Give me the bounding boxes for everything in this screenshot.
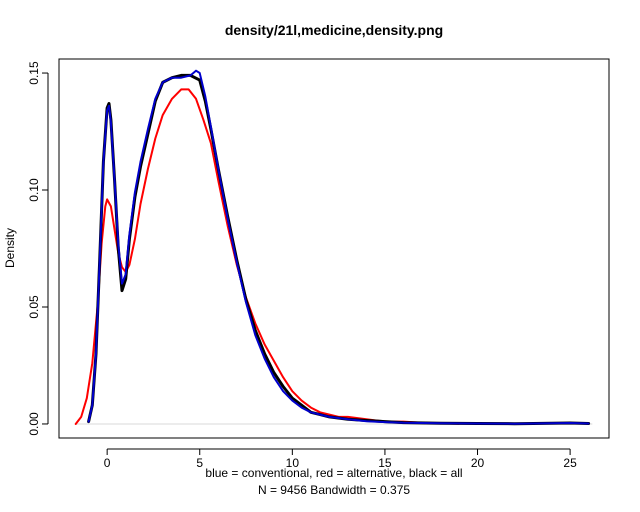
axis-layer: 0 5 10 15 20 25 0.00 0.05 0.10 0.15 bbox=[27, 61, 577, 470]
x-axis-label-line2: N = 9456 Bandwidth = 0.375 bbox=[258, 483, 410, 497]
y-axis-label: Density bbox=[3, 228, 17, 268]
x-tick-label: 25 bbox=[563, 456, 577, 470]
plot-frame bbox=[58, 58, 610, 439]
series-conventional-line bbox=[87, 69, 590, 425]
x-tick-label: 20 bbox=[471, 456, 485, 470]
x-tick-label: 0 bbox=[104, 456, 111, 470]
series-layer bbox=[74, 69, 593, 426]
x-tick-label: 5 bbox=[196, 456, 203, 470]
x-tick-label: 10 bbox=[286, 456, 300, 470]
y-tick-label: 0.15 bbox=[27, 61, 41, 85]
y-tick-label: 0.10 bbox=[27, 178, 41, 202]
y-tick-label: 0.00 bbox=[27, 412, 41, 436]
x-axis-label-line1: blue = conventional, red = alternative, … bbox=[205, 466, 462, 480]
y-tick-label: 0.05 bbox=[27, 295, 41, 319]
series-all-line bbox=[87, 73, 591, 426]
chart-title: density/21l,medicine,density.png bbox=[225, 22, 443, 38]
series-alternative-line bbox=[74, 88, 460, 425]
x-tick-label: 15 bbox=[378, 456, 392, 470]
